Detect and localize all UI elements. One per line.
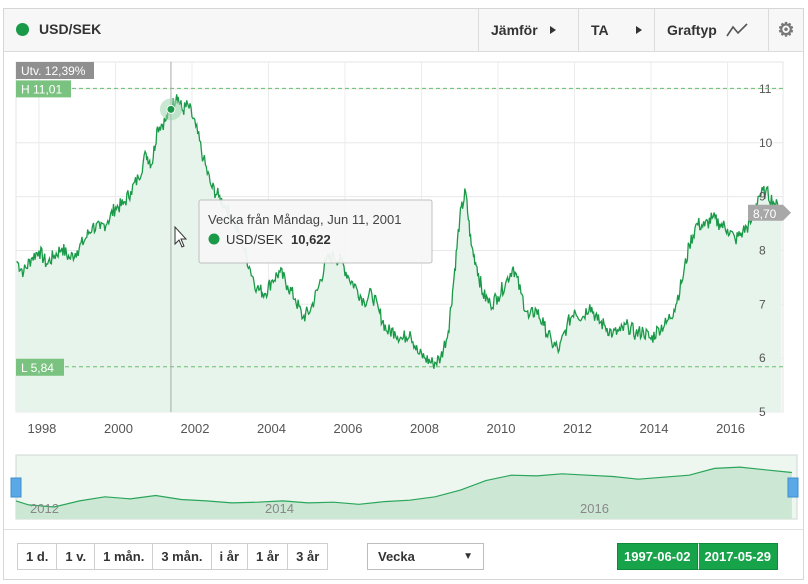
price-chart[interactable]: 1998 2000 2002 2004 2006 2008 2010 2012 2014 2016…: [3, 51, 804, 521]
y-axis: 5 6 7 8 9 10 11: [759, 82, 773, 419]
chart-type-label: Graftyp: [667, 22, 717, 38]
x-tick-label: 2014: [640, 421, 669, 436]
series-dot-icon: [16, 22, 29, 36]
period-button-ytd[interactable]: i år: [212, 544, 249, 569]
x-tick-label: 2010: [487, 421, 516, 436]
chart-type-button[interactable]: Graftyp: [654, 9, 768, 51]
compare-label: Jämför: [491, 22, 538, 38]
x-tick-label: 2006: [334, 421, 363, 436]
interval-value: Vecka: [378, 549, 415, 564]
high-badge: H 11,01: [16, 80, 71, 98]
y-tick-label: 8: [759, 243, 766, 257]
period-button-1y[interactable]: 1 år: [248, 544, 289, 569]
date-range: 1997-06-02 2017-05-29: [617, 543, 778, 570]
y-tick-label: 9: [759, 190, 766, 204]
y-tick-label: 10: [759, 136, 773, 150]
x-tick-label: 2008: [410, 421, 439, 436]
x-tick-label: 1998: [27, 421, 56, 436]
navigator-right-handle[interactable]: [787, 477, 799, 498]
y-tick-label: 6: [759, 351, 766, 365]
period-button-1w[interactable]: 1 v.: [57, 544, 96, 569]
change-badge: Utv. 12,39%: [16, 62, 94, 79]
y-tick-label: 7: [759, 297, 766, 311]
period-button-1d[interactable]: 1 d.: [18, 544, 58, 569]
gear-icon: ⚙: [777, 19, 795, 41]
period-button-3m[interactable]: 3 mån.: [153, 544, 212, 569]
period-button-3y[interactable]: 3 år: [296, 549, 320, 564]
navigator-left-handle[interactable]: [10, 477, 22, 498]
tooltip-title: Vecka från Måndag, Jun 11, 2001: [208, 212, 401, 227]
period-button-1m[interactable]: 1 mån.: [95, 544, 154, 569]
y-tick-label: 11: [759, 82, 772, 96]
compare-button[interactable]: Jämför: [478, 9, 578, 51]
navigator-label: 2012: [30, 501, 59, 516]
navigator-line: [15, 466, 792, 508]
navigator-label: 2014: [265, 501, 294, 516]
chart-toolbar: USD/SEK Jämför TA Graftyp ⚙: [4, 9, 803, 52]
low-badge: L 5,84: [16, 358, 64, 376]
line-chart-icon: [726, 23, 748, 37]
last-price-badge: 8,70: [748, 204, 791, 221]
period-buttons: 1 d. 1 v. 1 mån. 3 mån. i år 1 år 3 år: [17, 543, 329, 570]
instrument-title: USD/SEK: [16, 21, 101, 37]
mouse-cursor-icon: [174, 225, 188, 248]
caret-down-icon: ▼: [463, 551, 473, 562]
y-tick-label: 5: [759, 405, 766, 419]
x-tick-label: 2012: [563, 421, 592, 436]
tooltip: Vecka från Måndag, Jun 11, 2001 USD/SEK …: [198, 199, 433, 264]
from-date[interactable]: 1997-06-02: [617, 543, 698, 570]
navigator-area: [16, 467, 792, 519]
price-line: [16, 94, 783, 369]
range-controls: 1 d. 1 v. 1 mån. 3 mån. i år 1 år 3 år V…: [4, 529, 803, 581]
tooltip-series-name: USD/SEK: [226, 232, 283, 247]
instrument-name: USD/SEK: [39, 21, 102, 37]
ta-button[interactable]: TA: [578, 9, 654, 51]
triangle-right-icon: [636, 26, 642, 34]
ta-label: TA: [591, 22, 609, 38]
hover-marker: [166, 104, 176, 114]
settings-button[interactable]: ⚙: [768, 9, 803, 51]
high-badge-text: H 11,01: [21, 82, 62, 96]
triangle-right-icon: [549, 26, 556, 34]
x-axis: 1998 2000 2002 2004 2006 2008 2010 2012 2014 2016: [27, 421, 745, 436]
last-price-text: 8,70: [753, 207, 777, 221]
chart-widget: USD/SEK Jämför TA Graftyp ⚙ 19: [3, 8, 804, 580]
x-tick-label: 2016: [716, 421, 745, 436]
tooltip-value: 10,622: [291, 232, 331, 247]
to-date[interactable]: 2017-05-29: [697, 543, 778, 570]
x-tick-label: 2004: [257, 421, 286, 436]
x-tick-label: 2002: [181, 421, 210, 436]
tooltip-series-dot: [208, 233, 220, 245]
interval-select[interactable]: Vecka ▼: [367, 543, 484, 570]
change-badge-text: Utv. 12,39%: [21, 64, 86, 78]
low-badge-text: L 5,84: [21, 361, 54, 375]
navigator-label: 2016: [580, 501, 609, 516]
x-tick-label: 2000: [104, 421, 133, 436]
